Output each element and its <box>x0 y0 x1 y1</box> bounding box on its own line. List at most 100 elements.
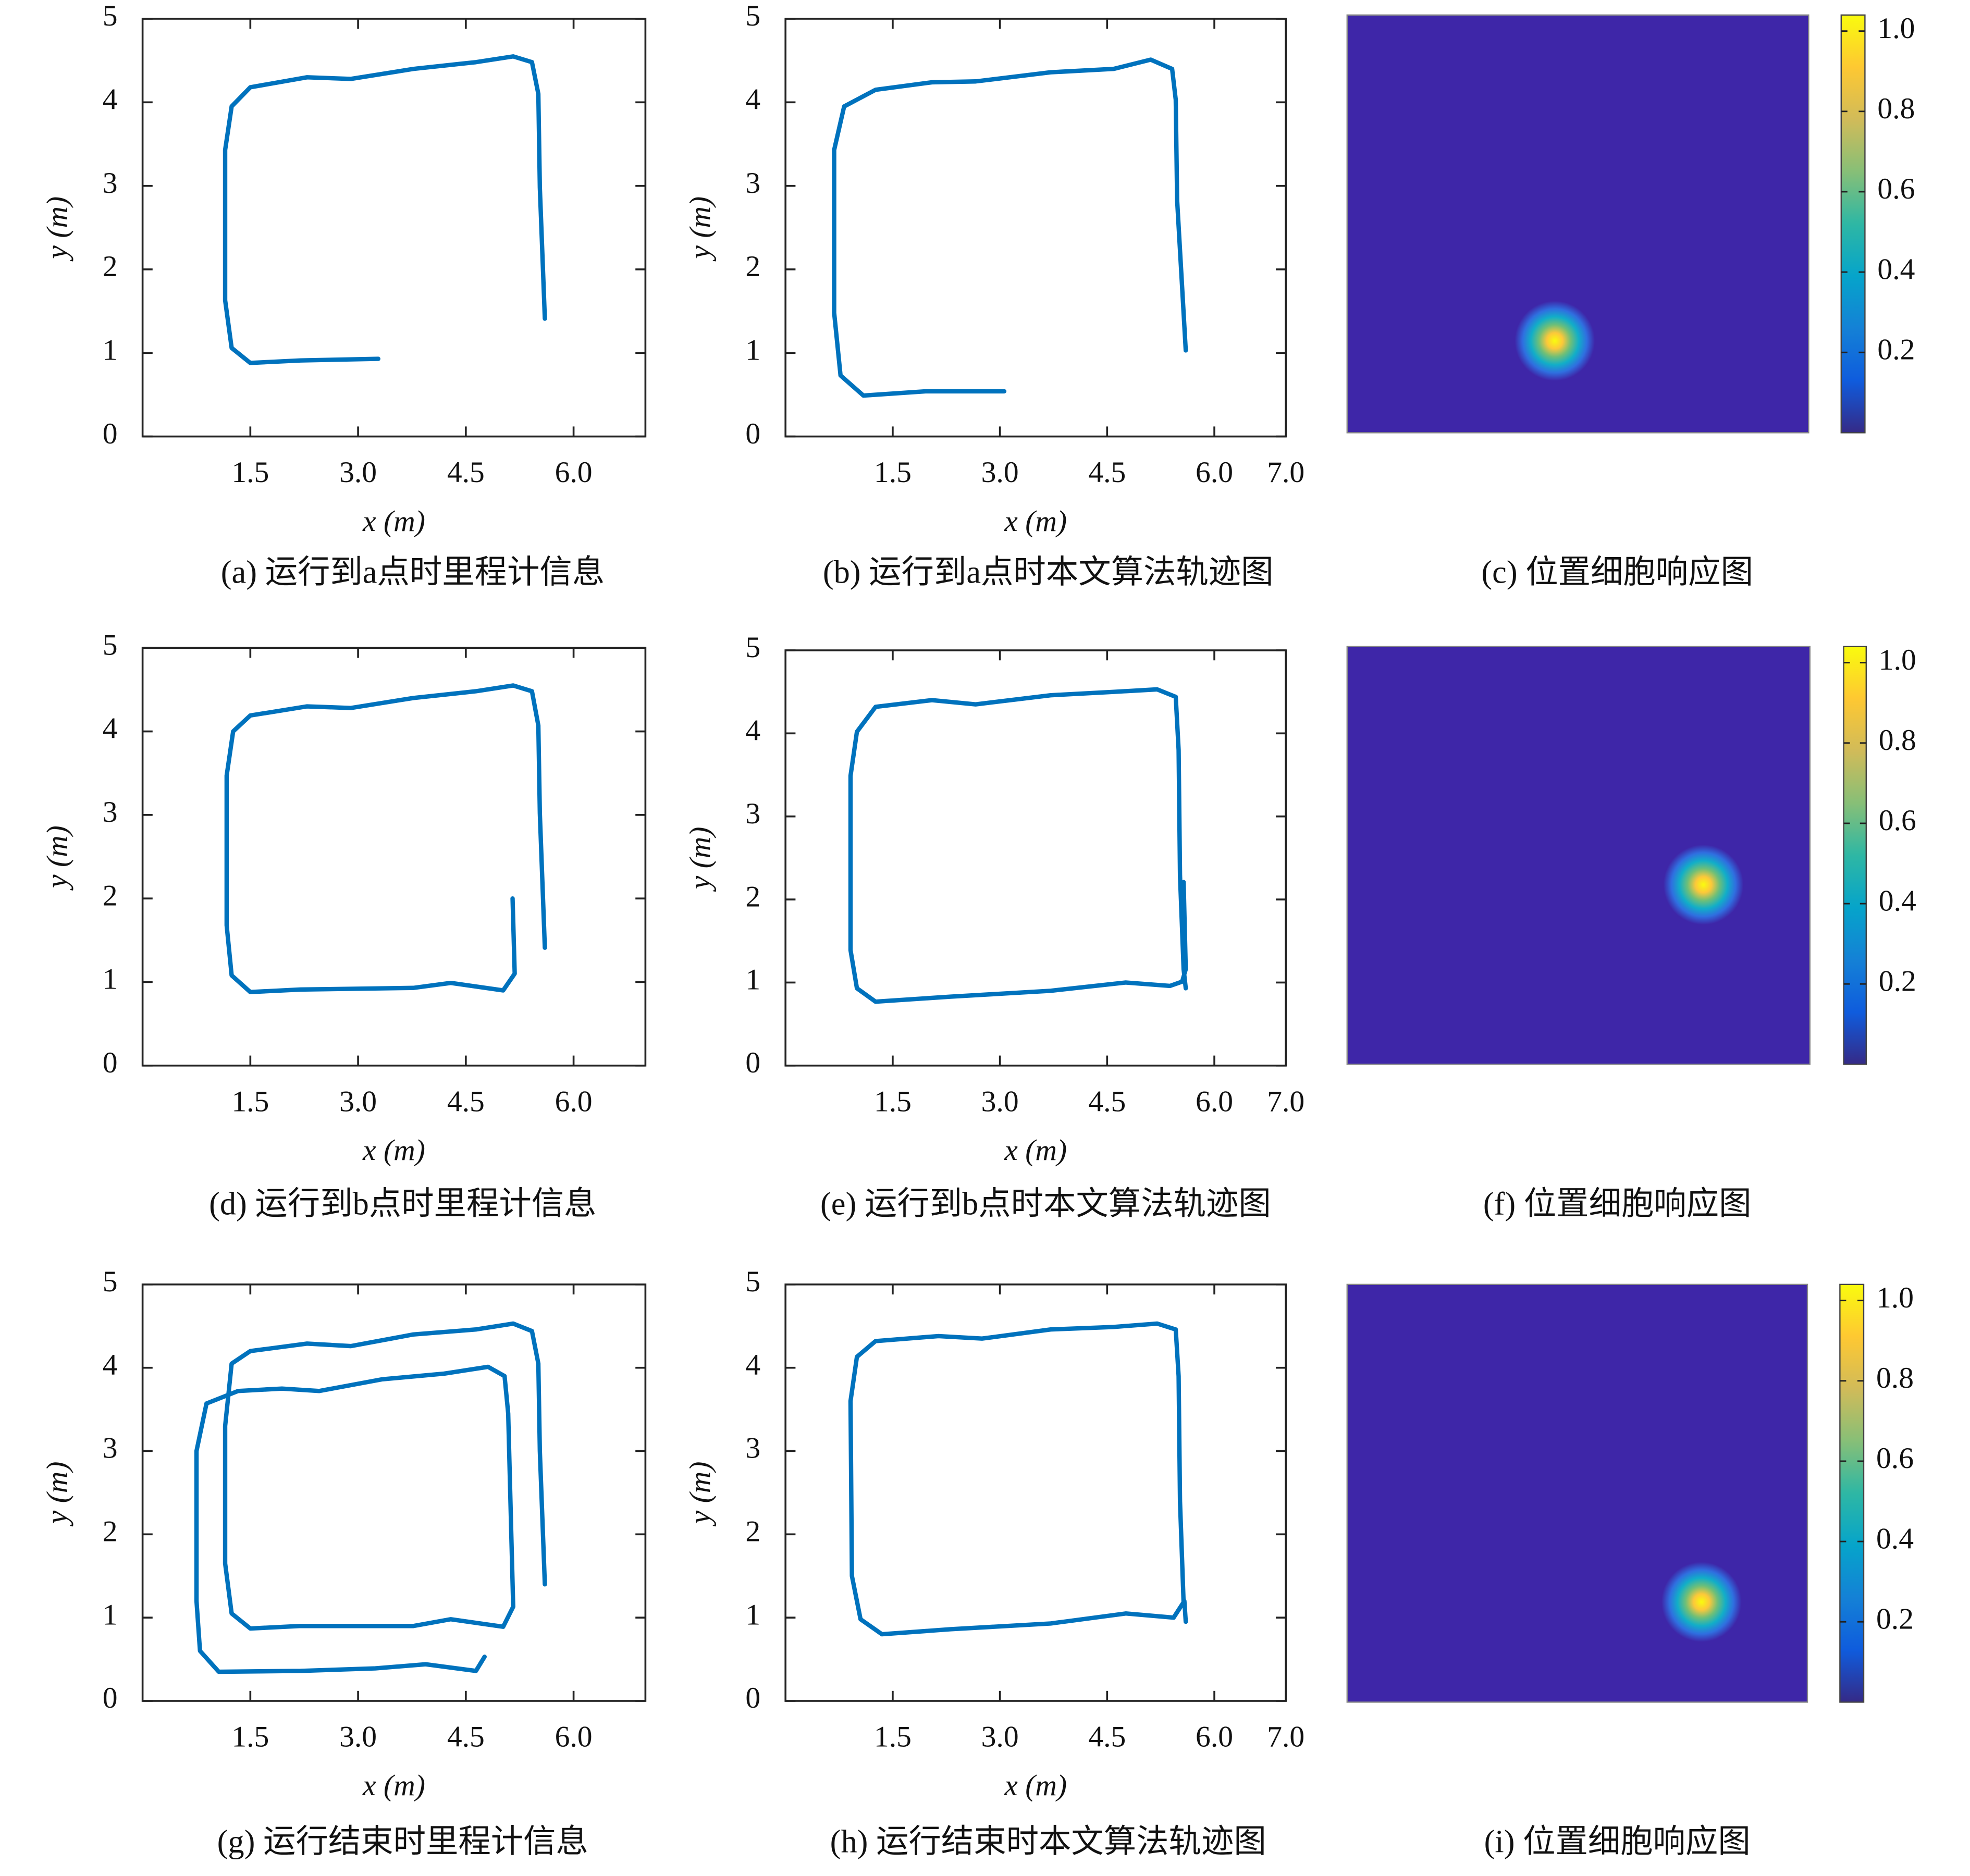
heatmap-background <box>1346 1283 1808 1703</box>
x-tick-label: 4.5 <box>447 456 485 489</box>
x-tick-label: 7.0 <box>1267 1085 1304 1118</box>
x-tick-label: 6.0 <box>555 1721 593 1754</box>
x-axis-label: x (m) <box>1004 1769 1067 1802</box>
colorbar-tick-label: 0.6 <box>1876 1442 1914 1475</box>
x-tick-label: 6.0 <box>1196 1085 1233 1118</box>
colorbar-tick-label: 0.4 <box>1876 1522 1914 1555</box>
x-tick-label: 1.5 <box>874 1085 912 1118</box>
trajectory <box>848 1321 1188 1637</box>
y-axis-label: y (m) <box>41 825 73 891</box>
y-tick-label: 0 <box>103 1046 118 1079</box>
y-tick-label: 0 <box>745 1682 760 1714</box>
x-tick-label: 1.5 <box>874 1721 912 1754</box>
y-tick-label: 0 <box>745 417 760 450</box>
trajectory <box>194 1321 547 1674</box>
x-tick-label: 6.0 <box>555 1085 593 1118</box>
caption: (f) 位置细胞响应图 <box>1483 1186 1752 1221</box>
x-tick-label: 4.5 <box>1088 1721 1126 1754</box>
x-tick-label: 3.0 <box>981 1085 1019 1118</box>
caption: (g) 运行结束时里程计信息 <box>217 1823 588 1859</box>
colorbar-tick-label: 1.0 <box>1879 644 1916 676</box>
colorbar <box>1839 1283 1865 1703</box>
y-tick-label: 4 <box>745 1349 760 1381</box>
y-axis-label: y (m) <box>41 196 73 262</box>
colorbar-tick-label: 0.8 <box>1879 724 1916 757</box>
x-tick-label: 6.0 <box>555 456 593 489</box>
x-axis-label: x (m) <box>1004 1134 1067 1167</box>
x-axis-label: x (m) <box>362 505 425 538</box>
trajectory <box>223 54 547 365</box>
y-tick-label: 3 <box>103 1432 118 1465</box>
axes-box <box>141 1283 647 1702</box>
x-tick-label: 7.0 <box>1267 456 1304 489</box>
caption: (i) 位置细胞响应图 <box>1484 1823 1751 1859</box>
x-tick-label: 6.0 <box>1196 456 1233 489</box>
response-peak <box>1663 844 1744 925</box>
x-tick-label: 4.5 <box>447 1721 485 1754</box>
colorbar-tick-label: 1.0 <box>1877 12 1915 45</box>
y-tick-label: 1 <box>745 964 760 996</box>
y-axis-label: y (m) <box>684 196 717 262</box>
heatmap-background <box>1346 646 1811 1065</box>
y-tick-label: 1 <box>103 963 118 996</box>
x-tick-label: 1.5 <box>874 456 912 489</box>
y-axis-label: y (m) <box>684 826 717 892</box>
y-tick-label: 3 <box>745 797 760 830</box>
trajectory <box>848 687 1188 1004</box>
y-tick-label: 2 <box>103 250 118 283</box>
x-tick-label: 3.0 <box>981 1721 1019 1754</box>
y-tick-label: 3 <box>745 1432 760 1465</box>
axes-box <box>141 647 647 1067</box>
y-tick-label: 2 <box>745 880 760 913</box>
colorbar <box>1843 646 1867 1065</box>
y-tick-label: 3 <box>103 796 118 829</box>
x-tick-label: 3.0 <box>981 456 1019 489</box>
y-tick-label: 3 <box>103 167 118 200</box>
y-tick-label: 1 <box>103 334 118 366</box>
trajectory <box>832 57 1188 398</box>
colorbar-tick-label: 0.6 <box>1879 804 1916 837</box>
caption: (e) 运行到b点时本文算法轨迹图 <box>820 1186 1271 1221</box>
colorbar-tick-label: 0.2 <box>1879 965 1916 997</box>
y-tick-label: 4 <box>103 83 118 116</box>
y-tick-label: 5 <box>103 1265 118 1298</box>
x-tick-label: 4.5 <box>1088 456 1126 489</box>
colorbar-tick-label: 0.8 <box>1876 1362 1914 1394</box>
y-tick-label: 4 <box>103 1349 118 1381</box>
response-peak <box>1661 1562 1742 1642</box>
caption: (d) 运行到b点时里程计信息 <box>209 1186 596 1221</box>
x-tick-label: 4.5 <box>1088 1085 1126 1118</box>
y-tick-label: 1 <box>745 334 760 366</box>
colorbar <box>1840 14 1866 434</box>
x-tick-label: 3.0 <box>339 1721 377 1754</box>
trajectory <box>224 683 547 994</box>
y-tick-label: 5 <box>103 628 118 661</box>
caption: (c) 位置细胞响应图 <box>1481 554 1753 590</box>
response-peak <box>1515 301 1595 381</box>
y-tick-label: 0 <box>103 417 118 450</box>
y-tick-label: 4 <box>103 712 118 745</box>
y-tick-label: 4 <box>745 83 760 116</box>
axes-box <box>784 18 1287 438</box>
colorbar-tick-label: 0.2 <box>1877 333 1915 366</box>
colorbar-tick-label: 0.4 <box>1877 253 1915 286</box>
y-tick-label: 2 <box>745 1515 760 1548</box>
y-tick-label: 0 <box>103 1682 118 1714</box>
y-tick-label: 5 <box>745 0 760 32</box>
x-tick-label: 3.0 <box>339 456 377 489</box>
caption: (a) 运行到a点时里程计信息 <box>221 554 605 590</box>
x-axis-label: x (m) <box>1004 505 1067 538</box>
x-tick-label: 6.0 <box>1196 1721 1233 1754</box>
colorbar-tick-label: 0.2 <box>1876 1602 1914 1635</box>
colorbar-tick-label: 0.6 <box>1877 172 1915 205</box>
x-axis-label: x (m) <box>362 1769 425 1802</box>
y-tick-label: 3 <box>745 167 760 200</box>
y-tick-label: 1 <box>745 1598 760 1631</box>
y-tick-label: 0 <box>745 1046 760 1079</box>
axes-box <box>784 1283 1287 1702</box>
y-tick-label: 2 <box>103 1515 118 1548</box>
y-tick-label: 5 <box>745 631 760 664</box>
y-tick-label: 5 <box>103 0 118 32</box>
caption: (h) 运行结束时本文算法轨迹图 <box>830 1823 1266 1859</box>
